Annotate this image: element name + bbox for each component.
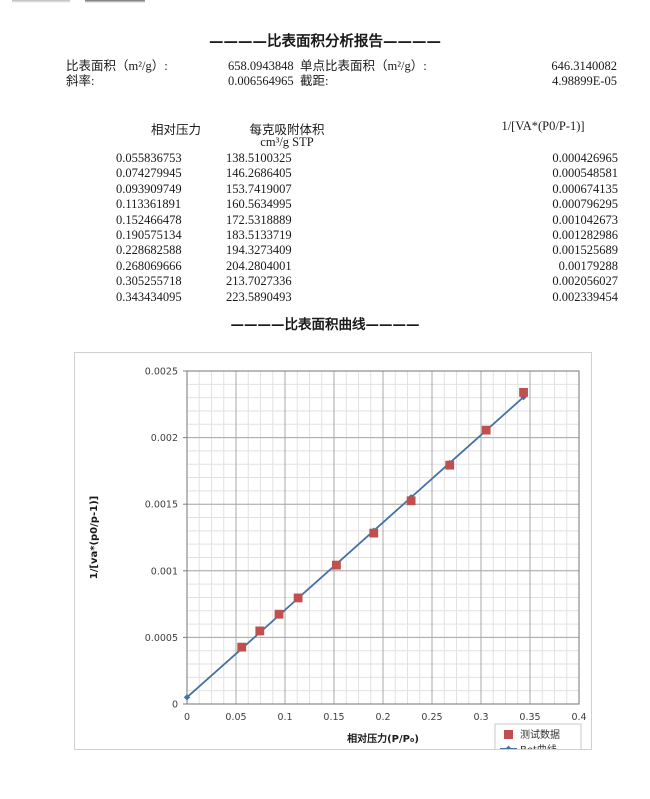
cell-bet-y: 0.00179288	[558, 258, 618, 273]
cell-bet-y: 0.000674135	[552, 181, 618, 196]
measured-data-marker	[519, 387, 528, 397]
bet-chart: 0 0.05 0.1 0.15 0.2 0.25 0.3 0.35 0.4 0 0.0005 0.00…	[74, 352, 592, 750]
table-row: 0.228682588 194.3273409 0.001525689	[0, 243, 650, 258]
y-tick-label: 0.0005	[145, 633, 178, 644]
summary-value-single-point-area: 646.3140082	[551, 59, 617, 73]
measured-data-marker	[369, 528, 379, 538]
measured-data-marker	[445, 460, 455, 470]
cell-relative-pressure: 0.093909749	[116, 181, 182, 196]
cell-relative-pressure: 0.190575134	[116, 227, 182, 242]
table-row: 0.074279945 146.2686405 0.000548581	[0, 166, 650, 181]
cell-bet-y: 0.000796295	[552, 197, 618, 212]
x-tick-label: 0	[184, 712, 190, 723]
measured-data-marker	[255, 626, 265, 636]
cell-relative-pressure: 0.268069666	[116, 258, 182, 273]
y-tick-label: 0.0015	[145, 500, 178, 511]
cell-relative-pressure: 0.074279945	[116, 166, 182, 181]
clipped-window-edge-left	[12, 0, 70, 3]
cell-relative-pressure: 0.055836753	[116, 151, 182, 165]
cell-adsorbed-volume: 138.5100325	[226, 151, 292, 165]
legend-label-bet: Bet曲线	[520, 743, 557, 749]
summary-label-surface-area: 比表面积（m²/g）:	[66, 59, 168, 73]
cell-bet-y: 0.000548581	[552, 166, 618, 181]
clipped-window-edge-right	[85, 0, 145, 3]
cell-adsorbed-volume: 160.5634995	[226, 197, 292, 212]
x-tick-label: 0.25	[421, 712, 442, 723]
chart-heading: ————比表面积曲线————	[230, 317, 420, 333]
table-row: 0.190575134 183.5133719 0.001282986	[0, 228, 650, 243]
cell-bet-y: 0.001042673	[552, 212, 618, 227]
x-axis-title: 相对压力(P/P₀)	[347, 732, 419, 745]
measured-data-marker	[406, 496, 416, 506]
table-row: 0.305255718 213.7027336 0.002056027	[0, 274, 650, 289]
legend-swatch-measured	[504, 730, 513, 739]
cell-bet-y: 0.002056027	[552, 274, 618, 289]
legend-marker-bet	[505, 745, 512, 749]
measured-data-marker	[332, 560, 341, 570]
summary-label-intercept: 截距:	[300, 74, 329, 88]
x-tick-label: 0.1	[277, 712, 292, 723]
measured-data-markers	[237, 387, 528, 652]
summary-value-surface-area: 658.0943848	[228, 59, 294, 73]
cell-relative-pressure: 0.343434095	[116, 289, 182, 304]
cell-relative-pressure: 0.113361891	[116, 197, 182, 212]
y-tick-label: 0.0025	[145, 367, 178, 378]
y-tick-label: 0	[172, 700, 178, 711]
data-table: 相对压力 每克吸附体积 1/[VA*(P0/P-1)] cm³/g STP 0.…	[0, 119, 650, 305]
x-tick-label: 0.35	[519, 712, 540, 723]
chart-legend: 测试数据 Bet曲线	[494, 723, 582, 749]
summary-label-slope: 斜率:	[66, 74, 95, 88]
table-unit-row: cm³/g STP	[0, 135, 650, 151]
cell-adsorbed-volume: 223.5890493	[226, 289, 292, 304]
cell-adsorbed-volume: 183.5133719	[226, 227, 292, 242]
summary-label-single-point-area: 单点比表面积（m²/g）:	[300, 59, 427, 73]
measured-data-marker	[237, 642, 247, 652]
summary-block: 比表面积（m²/g）: 658.0943848 单点比表面积（m²/g）: 64…	[0, 59, 650, 89]
cell-relative-pressure: 0.152466478	[116, 212, 182, 227]
plot-border	[186, 370, 580, 705]
cell-adsorbed-volume: 146.2686405	[226, 166, 292, 181]
column-header-adsorbed-volume: 每克吸附体积	[249, 123, 325, 137]
cell-bet-y: 0.001525689	[552, 243, 618, 258]
y-axis-title: 1/[va*(p0/p-1)]	[89, 496, 100, 579]
cell-bet-y: 0.000426965	[552, 151, 618, 165]
x-tick-label: 0.05	[225, 712, 246, 723]
measured-data-marker	[274, 609, 284, 619]
x-tick-label: 0.15	[323, 712, 344, 723]
report-title: ————比表面积分析报告————	[209, 34, 441, 50]
table-row: 0.093909749 153.7419007 0.000674135	[0, 182, 650, 197]
summary-value-slope: 0.006564965	[228, 74, 294, 88]
chart-canvas: 0 0.05 0.1 0.15 0.2 0.25 0.3 0.35 0.4 0 0.0005 0.00…	[89, 367, 587, 749]
cell-adsorbed-volume: 153.7419007	[226, 181, 292, 196]
y-tick-label: 0.002	[151, 433, 178, 444]
cell-adsorbed-volume: 213.7027336	[226, 274, 292, 289]
cell-adsorbed-volume: 172.5318889	[226, 212, 292, 227]
summary-row: 斜率: 0.006564965 截距: 4.98899E-05	[0, 74, 650, 89]
summary-row: 比表面积（m²/g）: 658.0943848 单点比表面积（m²/g）: 64…	[0, 59, 650, 74]
table-row: 0.055836753 138.5100325 0.000426965	[0, 151, 650, 166]
table-row: 0.268069666 204.2804001 0.00179288	[0, 259, 650, 274]
x-tick-label: 0.3	[473, 712, 488, 723]
column-unit-adsorbed-volume: cm³/g STP	[260, 135, 314, 149]
column-header-relative-pressure: 相对压力	[150, 123, 201, 137]
y-tick-label: 0.001	[151, 566, 178, 577]
measured-data-marker	[481, 425, 491, 435]
cell-bet-y: 0.001282986	[552, 227, 618, 242]
cell-relative-pressure: 0.228682588	[116, 243, 182, 258]
column-header-bet-y: 1/[VA*(P0/P-1)]	[501, 119, 585, 133]
measured-data-marker	[293, 593, 303, 603]
cell-bet-y: 0.002339454	[552, 289, 618, 304]
x-tick-label: 0.4	[571, 712, 586, 723]
summary-value-intercept: 4.98899E-05	[552, 74, 617, 88]
table-row: 0.343434095 223.5890493 0.002339454	[0, 290, 650, 305]
cell-adsorbed-volume: 194.3273409	[226, 243, 292, 258]
x-tick-label: 0.2	[375, 712, 390, 723]
table-row: 0.113361891 160.5634995 0.000796295	[0, 197, 650, 212]
legend-label-measured: 测试数据	[520, 728, 560, 741]
cell-adsorbed-volume: 204.2804001	[226, 258, 292, 273]
cell-relative-pressure: 0.305255718	[116, 274, 182, 289]
table-row: 0.152466478 172.5318889 0.001042673	[0, 213, 650, 228]
table-header-row: 相对压力 每克吸附体积 1/[VA*(P0/P-1)]	[0, 119, 650, 137]
